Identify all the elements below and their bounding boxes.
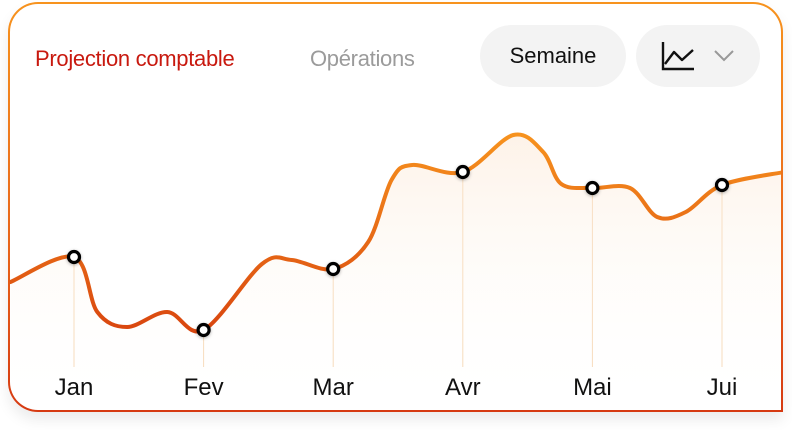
- period-select[interactable]: Semaine: [480, 25, 626, 87]
- chart-area-fill: [10, 134, 781, 410]
- data-point-jan[interactable]: [66, 249, 82, 265]
- line-chart-icon: [661, 42, 694, 71]
- chevron-down-icon: [714, 50, 734, 62]
- chart-series-line: [10, 132, 781, 334]
- tab-operations[interactable]: Opérations: [310, 46, 415, 71]
- data-point-avr[interactable]: [455, 164, 470, 180]
- period-select-label: Semaine: [509, 43, 597, 68]
- x-tick-label: Fev: [184, 374, 224, 401]
- data-point-mai[interactable]: [585, 180, 600, 196]
- x-tick-label: Mar: [313, 374, 354, 401]
- data-point-mar[interactable]: [326, 261, 341, 277]
- chart-card: Jan Fev Mar Avr Mai Jui Projection comptable …: [8, 2, 783, 412]
- x-tick-label: Avr: [445, 374, 481, 401]
- tab-projection-comptable[interactable]: Projection comptable: [35, 46, 235, 71]
- line-chart: Jan Fev Mar Avr Mai Jui: [10, 132, 781, 410]
- chart-type-select[interactable]: [636, 25, 760, 87]
- data-point-fev[interactable]: [196, 322, 211, 338]
- chart-card-inner: Jan Fev Mar Avr Mai Jui Projection comptable …: [10, 4, 781, 410]
- data-point-jui[interactable]: [714, 177, 730, 193]
- x-tick-label: Jui: [707, 374, 738, 401]
- x-tick-label: Jan: [55, 374, 94, 401]
- x-tick-label: Mai: [573, 374, 612, 401]
